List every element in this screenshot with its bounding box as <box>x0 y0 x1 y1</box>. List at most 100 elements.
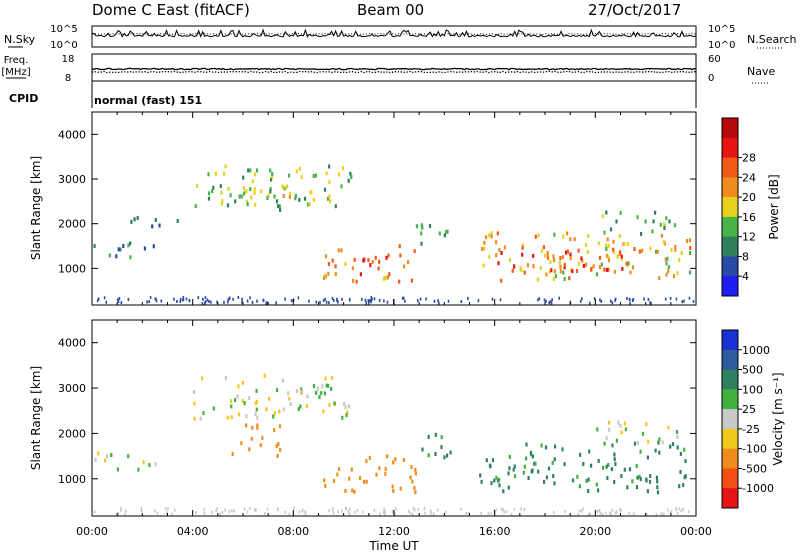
echo-cell <box>231 451 234 456</box>
echo-cell <box>146 300 148 304</box>
echo-cell <box>508 257 512 262</box>
echo-cell <box>185 297 188 301</box>
colorbar-swatch <box>722 428 738 450</box>
echo-cell <box>148 300 150 304</box>
echo-cell <box>580 256 583 261</box>
echo-cell <box>254 412 257 417</box>
echo-cell <box>592 264 595 269</box>
echo-cell <box>173 297 175 301</box>
echo-cell <box>495 475 498 480</box>
echo-cell <box>566 249 569 254</box>
echo-cell <box>615 438 618 443</box>
echo-cell <box>680 251 683 255</box>
nsky-frame <box>91 25 697 48</box>
echo-cell <box>340 184 343 189</box>
station-title: Dome C East (fitACF) <box>92 1 250 19</box>
echo-cell <box>553 457 556 462</box>
echo-cell <box>587 513 590 517</box>
x-tick-label: 12:00 <box>378 525 410 538</box>
echo-cell <box>564 250 568 255</box>
echo-cell <box>446 453 449 458</box>
nsky-tick-high: 10^5 <box>50 24 77 35</box>
echo-cell <box>667 508 669 512</box>
echo-cell <box>399 486 402 491</box>
echo-cell <box>300 387 303 392</box>
echo-cell <box>325 171 328 176</box>
echo-cell <box>124 512 126 516</box>
echo-cell <box>577 248 580 253</box>
echo-cell <box>614 299 616 303</box>
echo-cell <box>241 300 243 304</box>
echo-cell <box>483 246 486 251</box>
echo-cell <box>192 390 195 394</box>
echo-cell <box>428 224 432 228</box>
echo-cell <box>660 233 663 238</box>
echo-cell <box>347 510 350 514</box>
echo-cell <box>543 479 546 484</box>
echo-cell <box>606 237 609 242</box>
echo-cell <box>148 463 151 467</box>
echo-cell <box>490 234 493 239</box>
echo-cell <box>315 300 318 304</box>
echo-cell <box>356 508 359 512</box>
echo-cell <box>234 398 237 403</box>
power-panel: 1000 2000 3000 4000 Slant Range [km] <box>29 111 697 306</box>
echo-cell <box>298 166 301 171</box>
echo-cell <box>621 266 624 271</box>
echo-cell <box>447 299 450 303</box>
nave-trace <box>91 70 697 74</box>
echo-cell <box>97 451 100 456</box>
echo-cell <box>97 297 100 301</box>
echo-cell <box>587 477 590 482</box>
echo-cell <box>553 481 556 486</box>
x-tick-label: 20:00 <box>579 525 611 538</box>
echo-cell <box>508 466 511 471</box>
echo-cell <box>245 199 249 204</box>
echo-cell <box>116 467 119 472</box>
echo-cell <box>193 416 196 421</box>
echo-cell <box>550 268 553 273</box>
colorbar-tick-label: 12 <box>742 231 756 244</box>
echo-cell <box>438 301 440 305</box>
echo-cell <box>577 513 580 516</box>
nsearch-tick-high: 10^5 <box>708 24 735 35</box>
echo-cell <box>500 278 503 283</box>
echo-cell <box>674 245 677 249</box>
echo-cell <box>383 299 385 303</box>
echo-cell <box>256 423 259 428</box>
echo-cell <box>619 250 622 255</box>
echo-cell <box>503 245 506 250</box>
echo-cell <box>308 202 311 207</box>
echo-cell <box>549 300 552 304</box>
echo-cell <box>118 296 121 300</box>
echo-cell <box>202 411 205 416</box>
echo-cell <box>324 376 327 381</box>
echo-cell <box>392 489 395 493</box>
echo-cell <box>251 425 254 430</box>
colorbar-tick-label: -25 <box>742 423 760 436</box>
echo-cell <box>227 298 230 301</box>
echo-cell <box>627 261 630 266</box>
echo-cell <box>220 201 223 206</box>
echo-cell <box>398 279 401 284</box>
echo-cell <box>647 439 650 444</box>
echo-cell <box>589 512 591 516</box>
echo-cell <box>133 217 136 222</box>
colorbar-swatch <box>722 177 738 198</box>
colorbar-swatch <box>722 137 738 158</box>
echo-cell <box>626 297 628 300</box>
echo-cell <box>241 399 244 404</box>
echo-cell <box>646 489 649 494</box>
echo-cell <box>546 253 549 258</box>
echo-cell <box>605 253 608 258</box>
echo-cell <box>618 234 621 239</box>
echo-cell <box>337 510 339 514</box>
echo-cell <box>120 301 123 305</box>
colorbar-swatch <box>722 369 738 390</box>
echo-cell <box>549 260 552 265</box>
echo-cell <box>678 257 681 262</box>
echo-cell <box>607 267 610 272</box>
echo-cell <box>414 490 417 495</box>
echo-cell <box>683 447 686 452</box>
echo-cell <box>593 297 596 301</box>
